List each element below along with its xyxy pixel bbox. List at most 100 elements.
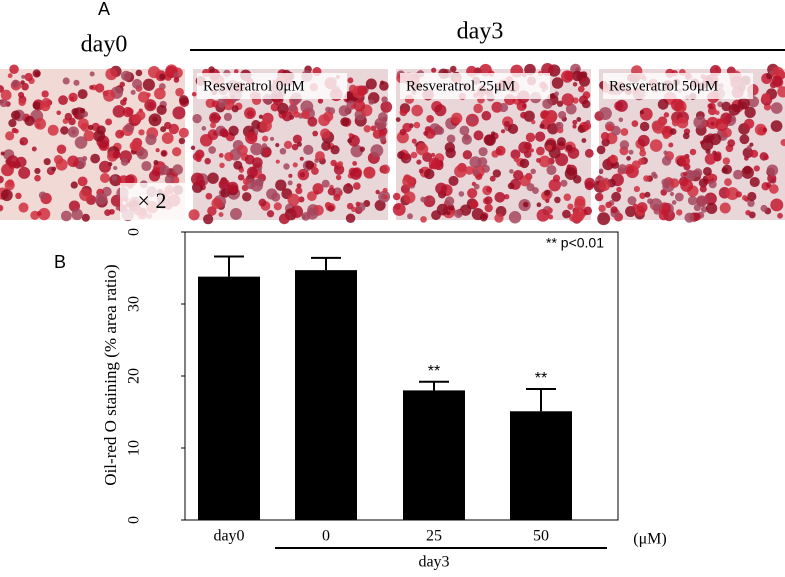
cell (270, 103, 280, 112)
cell (462, 150, 473, 160)
cell (743, 118, 755, 129)
cell (680, 179, 694, 192)
cell (370, 125, 377, 132)
cell (60, 126, 69, 135)
cell (359, 146, 366, 152)
cell (135, 69, 143, 77)
cell (6, 155, 19, 168)
cell (210, 122, 216, 129)
cell (529, 148, 534, 153)
cell (754, 123, 767, 136)
cell (315, 151, 325, 162)
cell (454, 165, 467, 178)
cell (219, 162, 225, 169)
cell (282, 111, 293, 122)
cell (245, 131, 258, 145)
cell (148, 113, 162, 127)
cell (727, 139, 736, 148)
cell (633, 185, 640, 193)
cell (348, 133, 353, 138)
cell (762, 127, 768, 133)
cell (670, 98, 684, 112)
cell (258, 198, 267, 207)
cell (120, 158, 129, 166)
cell (188, 209, 200, 221)
cell (473, 130, 484, 141)
cell (320, 128, 331, 139)
cell (83, 130, 95, 142)
cell (161, 150, 167, 157)
cell (201, 126, 207, 131)
cell (770, 120, 783, 132)
cell (544, 189, 551, 196)
cell (735, 191, 742, 198)
cell (652, 120, 665, 134)
cell (355, 201, 361, 207)
cell (346, 202, 354, 210)
cell (273, 202, 282, 211)
cell (435, 182, 448, 195)
cell (64, 112, 73, 121)
cell (204, 157, 211, 165)
cell (131, 113, 142, 124)
cell (172, 147, 182, 157)
unit-label: (μM) (633, 531, 666, 548)
cell (115, 129, 125, 139)
cell (220, 188, 230, 198)
cell (305, 160, 315, 170)
x-tick-label: 50 (533, 528, 549, 545)
cell (473, 103, 483, 114)
cell (287, 193, 300, 206)
cell (340, 117, 350, 127)
cell (574, 195, 586, 207)
cell (526, 183, 535, 192)
cell (747, 191, 757, 202)
cell (617, 164, 628, 174)
cell (469, 156, 482, 169)
cell (609, 154, 619, 164)
cell (56, 110, 62, 116)
cell (15, 156, 27, 168)
cell (671, 200, 677, 205)
cell (383, 195, 388, 200)
cell (275, 179, 287, 191)
cell (178, 127, 189, 138)
y-tick-label: 0 (126, 228, 143, 236)
cell (0, 99, 8, 108)
cell (192, 152, 202, 161)
cell (626, 156, 631, 161)
cell (700, 138, 714, 151)
cell (115, 206, 120, 211)
cell (242, 192, 252, 202)
cell (14, 128, 19, 134)
cell (278, 213, 290, 225)
cell (95, 83, 105, 93)
cell (81, 213, 90, 222)
cell (338, 190, 343, 196)
cell (551, 77, 564, 89)
cell (572, 124, 577, 129)
cell (138, 91, 150, 103)
cell (522, 103, 527, 109)
cell (211, 100, 219, 108)
cell (478, 147, 488, 157)
cell (610, 206, 618, 214)
cell (333, 193, 341, 202)
cell (637, 158, 645, 165)
scale-box (120, 183, 185, 220)
cell (584, 148, 594, 158)
cell (605, 201, 612, 209)
cell (548, 214, 554, 220)
cell (392, 192, 401, 201)
cell (172, 106, 186, 120)
cell (721, 167, 728, 174)
significance-mark: ** (428, 363, 440, 380)
cell (428, 157, 441, 170)
cell (503, 120, 510, 127)
cell (258, 114, 264, 119)
cell (657, 98, 669, 110)
cell (662, 132, 670, 140)
cell (370, 144, 384, 158)
cell (684, 212, 695, 223)
cell (382, 187, 388, 193)
